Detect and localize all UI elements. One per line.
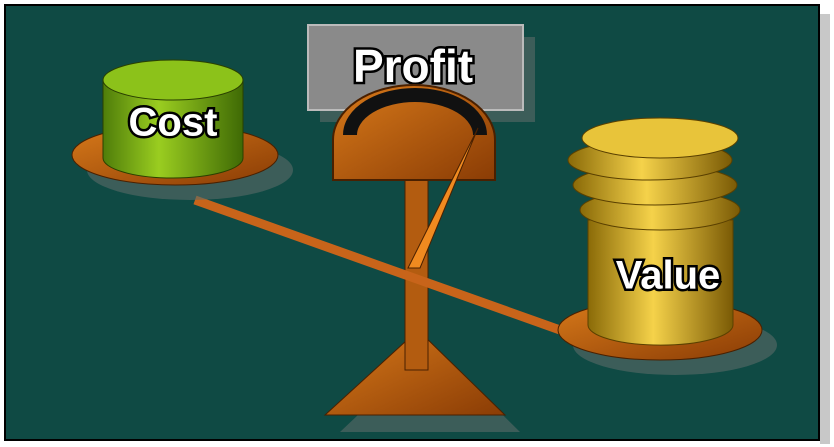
- diagram: Profit Cost Value: [0, 0, 834, 447]
- value-label: Value: [616, 254, 721, 298]
- coin: [582, 118, 738, 158]
- cost-label: Cost: [129, 101, 218, 145]
- page: Profit Cost Value (() => { const data = …: [0, 0, 834, 447]
- cost-top: [103, 60, 243, 100]
- panel-shadow: [820, 14, 830, 444]
